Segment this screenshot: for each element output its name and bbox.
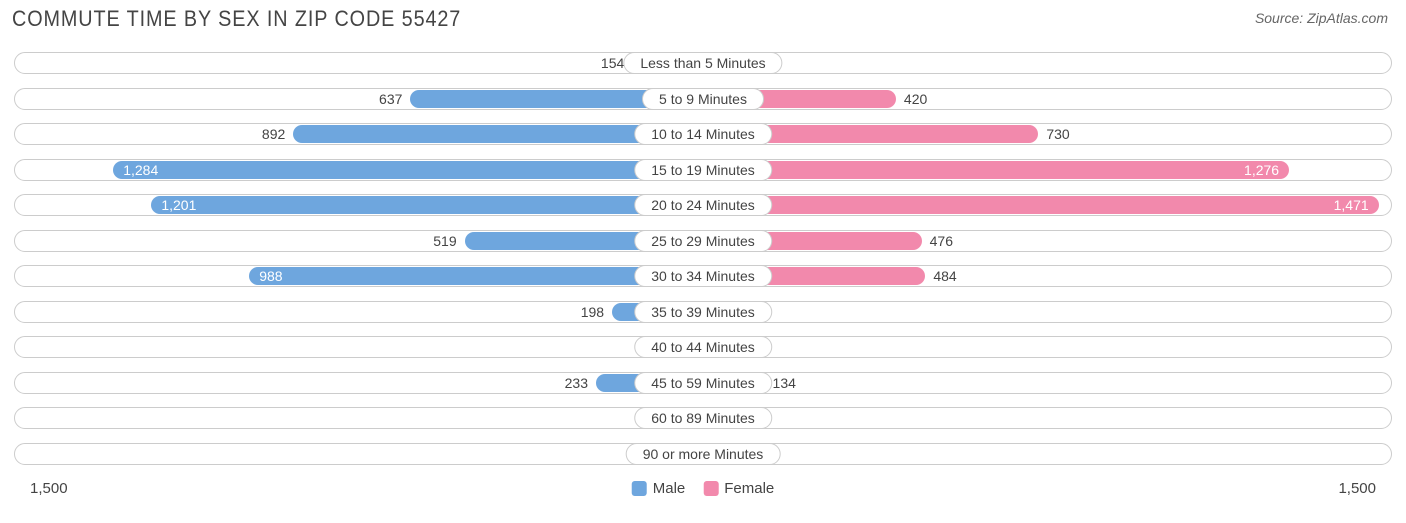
bar-value-male: 198: [532, 299, 612, 325]
bar-value-female: 1,276: [703, 157, 1289, 183]
mirrored-bar-chart: 15456Less than 5 Minutes 637 420 5 to 9 Min…: [0, 32, 1406, 467]
bar-row: 1,2011,47120 to 24 Minutes: [14, 192, 1392, 218]
bar-value-female: 1,471: [703, 192, 1379, 218]
bar-value-female: 730: [1038, 121, 1118, 147]
legend-item-male: Male: [632, 480, 686, 497]
category-label: 45 to 59 Minutes: [634, 372, 772, 394]
legend: Male Female: [632, 480, 775, 497]
category-label: 25 to 29 Minutes: [634, 230, 772, 252]
category-label: 15 to 19 Minutes: [634, 159, 772, 181]
chart-source: Source: ZipAtlas.com: [1255, 6, 1388, 26]
bar-value-male: 233: [516, 370, 596, 396]
legend-item-female: Female: [703, 480, 774, 497]
category-label: 60 to 89 Minutes: [634, 407, 772, 429]
bar-value-female: 476: [922, 228, 1002, 254]
bar-row: 892 730 10 to 14 Minutes: [14, 121, 1392, 147]
bar-value-male: 519: [385, 228, 465, 254]
bar-row: 1989235 to 39 Minutes: [14, 299, 1392, 325]
chart-title: COMMUTE TIME BY SEX IN ZIP CODE 55427: [12, 6, 461, 32]
bar-row: 519 476 25 to 29 Minutes: [14, 228, 1392, 254]
bar-value-male: 1,284: [113, 157, 703, 183]
category-label: Less than 5 Minutes: [623, 52, 782, 74]
bar-value-male: 154: [552, 50, 632, 76]
axis-max-right: 1,500: [1338, 480, 1376, 497]
axis-max-left: 1,500: [30, 480, 68, 497]
legend-swatch-male: [632, 481, 647, 496]
legend-swatch-female: [703, 481, 718, 496]
category-label: 10 to 14 Minutes: [634, 123, 772, 145]
category-label: 35 to 39 Minutes: [634, 301, 772, 323]
category-label: 30 to 34 Minutes: [634, 265, 772, 287]
bar-row: 425160 to 89 Minutes: [14, 405, 1392, 431]
bar-row: 233 13445 to 59 Minutes: [14, 370, 1392, 396]
category-label: 20 to 24 Minutes: [634, 194, 772, 216]
bar-value-male: 1,201: [151, 192, 703, 218]
bar-row: 15456Less than 5 Minutes: [14, 50, 1392, 76]
bar-row: 876840 to 44 Minutes: [14, 334, 1392, 360]
bar-value-female: 420: [896, 86, 976, 112]
category-label: 40 to 44 Minutes: [634, 336, 772, 358]
bar-row: 98848430 to 34 Minutes: [14, 263, 1392, 289]
chart-header: COMMUTE TIME BY SEX IN ZIP CODE 55427 So…: [0, 0, 1406, 32]
chart-footer: 1,500 Male Female 1,500: [0, 476, 1406, 497]
bar-value-female: 484: [925, 263, 1005, 289]
bar-value-male: 637: [330, 86, 410, 112]
category-label: 5 to 9 Minutes: [642, 88, 764, 110]
category-label: 90 or more Minutes: [626, 443, 781, 465]
legend-label-male: Male: [653, 480, 686, 497]
legend-label-female: Female: [724, 480, 774, 497]
bar-row: 468290 or more Minutes: [14, 441, 1392, 467]
bar-row: 637 420 5 to 9 Minutes: [14, 86, 1392, 112]
bar-value-female: 134: [765, 370, 845, 396]
bar-row: 1,2841,27615 to 19 Minutes: [14, 157, 1392, 183]
bar-value-male: 892: [213, 121, 293, 147]
